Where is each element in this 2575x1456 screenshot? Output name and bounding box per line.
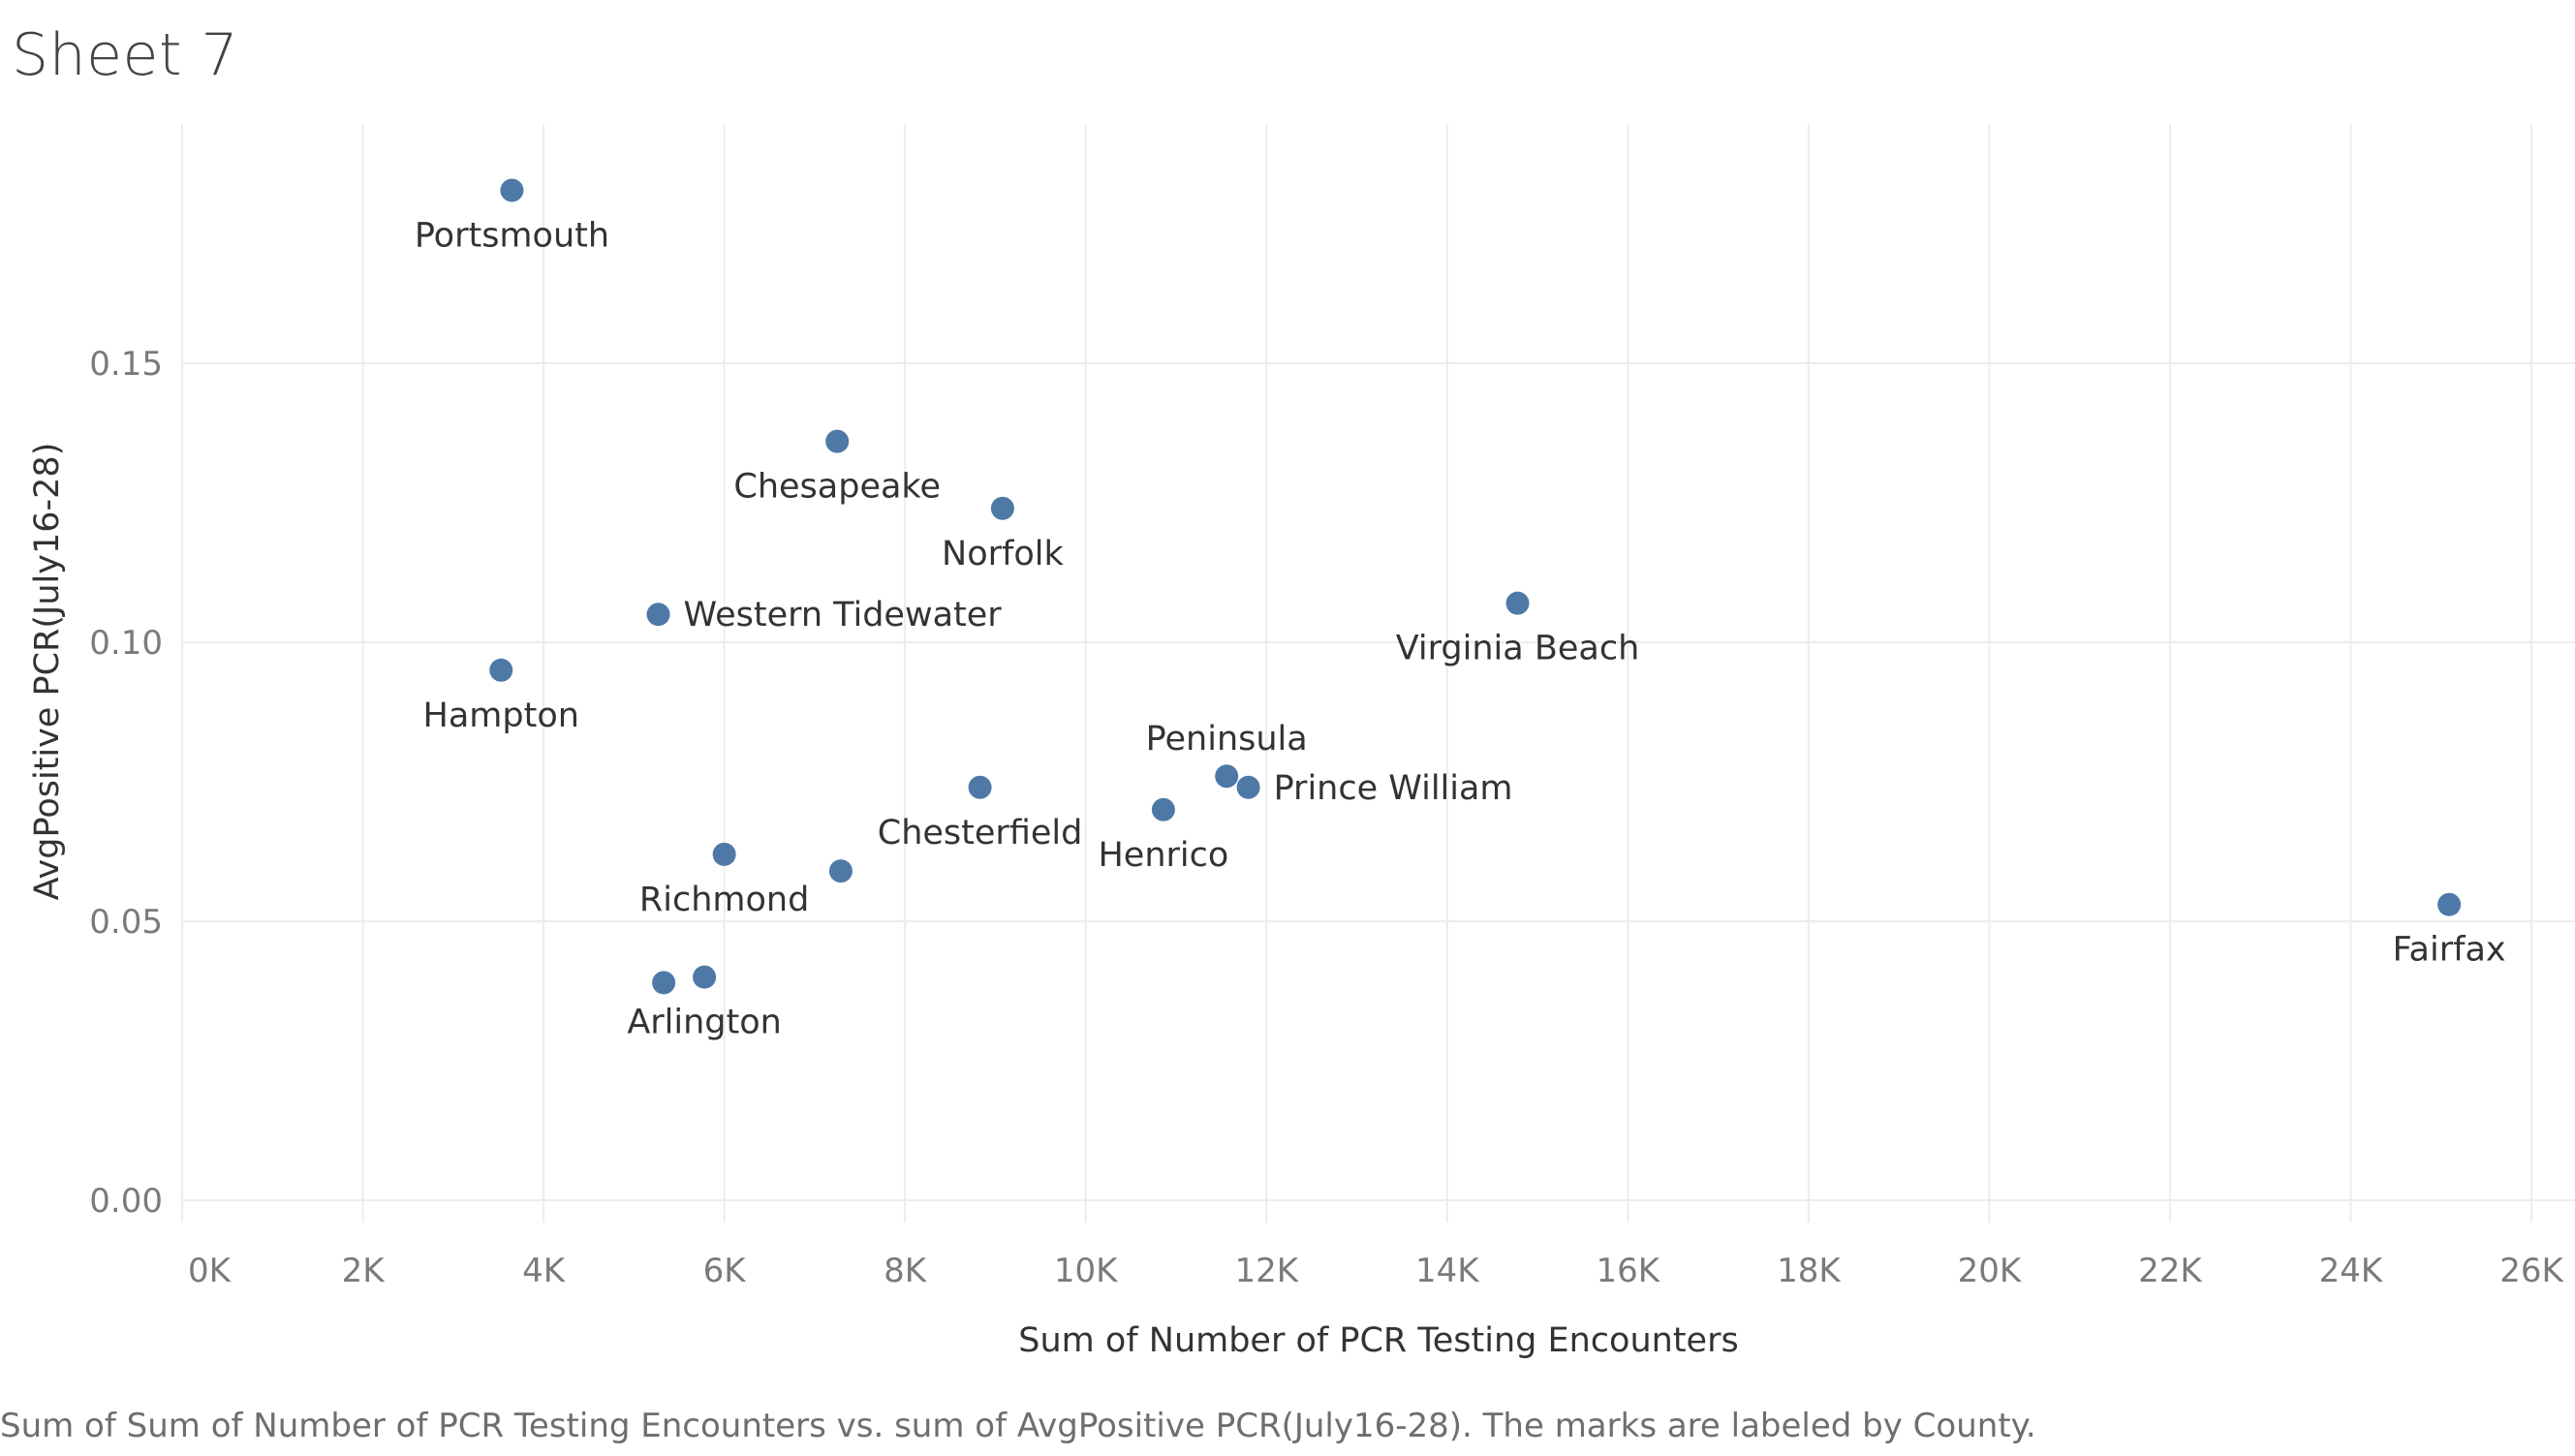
x-tick-label: 6K xyxy=(703,1252,748,1290)
data-point xyxy=(693,965,717,989)
point-label: Richmond xyxy=(639,881,809,919)
point-label: Fairfax xyxy=(2393,931,2506,970)
x-tick-label: 18K xyxy=(1777,1252,1842,1290)
scatter-chart: 0K 2K 4K 6K 8K 10K 12K 14K 16K 18K 20K 22K 24K 26K 0.0… xyxy=(28,124,2575,1360)
data-point xyxy=(1215,764,1239,789)
x-tick-label: 12K xyxy=(1234,1252,1299,1290)
x-tick-label: 20K xyxy=(1958,1252,2023,1290)
data-point xyxy=(1236,775,1260,799)
point-label: Henrico xyxy=(1098,836,1228,875)
x-tick-label: 26K xyxy=(2499,1252,2564,1290)
point-label: Chesapeake xyxy=(733,468,941,507)
x-tick-label: 4K xyxy=(522,1252,567,1290)
data-point xyxy=(500,178,524,202)
point-label: Prince William xyxy=(1274,769,1513,808)
data-point xyxy=(1151,797,1175,821)
point-label: Hampton xyxy=(423,697,579,735)
x-tick-label: 24K xyxy=(2319,1252,2384,1290)
x-tick-label: 0K xyxy=(188,1252,233,1290)
data-point xyxy=(712,842,736,866)
point-label: Virginia Beach xyxy=(1396,630,1640,668)
data-point xyxy=(1505,591,1530,615)
y-tick-label: 0.00 xyxy=(89,1182,163,1221)
y-tick-label: 0.05 xyxy=(89,903,163,942)
data-point xyxy=(489,658,513,682)
data-point xyxy=(990,496,1014,520)
grid-lines xyxy=(181,124,2575,1223)
chart-caption: Sum of Sum of Number of PCR Testing Enco… xyxy=(0,1407,2036,1445)
data-point xyxy=(652,971,676,995)
x-tick-label: 22K xyxy=(2138,1252,2203,1290)
point-label: Arlington xyxy=(627,1004,782,1042)
point-label: Peninsula xyxy=(1146,720,1308,759)
data-point xyxy=(968,775,992,799)
x-tick-label: 14K xyxy=(1415,1252,1480,1290)
x-axis-title: Sum of Number of PCR Testing Encounters xyxy=(1018,1321,1738,1360)
y-tick-label: 0.10 xyxy=(89,624,163,663)
data-point xyxy=(646,603,670,627)
x-tick-label: 2K xyxy=(342,1252,387,1290)
x-tick-label: 8K xyxy=(884,1252,928,1290)
axis-ticks: 0K 2K 4K 6K 8K 10K 12K 14K 16K 18K 20K 22K 24K 26K 0.0… xyxy=(89,345,2564,1290)
data-point xyxy=(828,859,853,883)
y-axis-title: AvgPositive PCR(July16-28) xyxy=(28,443,67,901)
point-label: Western Tidewater xyxy=(684,596,1003,635)
x-tick-label: 16K xyxy=(1597,1252,1661,1290)
data-point xyxy=(825,429,850,453)
point-label: Norfolk xyxy=(942,535,1064,573)
x-tick-label: 10K xyxy=(1054,1252,1119,1290)
point-label: Chesterfield xyxy=(878,814,1083,852)
point-label: Portsmouth xyxy=(415,216,609,255)
y-tick-label: 0.15 xyxy=(89,345,163,384)
data-point xyxy=(2437,892,2462,916)
sheet-title: Sheet 7 xyxy=(12,21,239,89)
